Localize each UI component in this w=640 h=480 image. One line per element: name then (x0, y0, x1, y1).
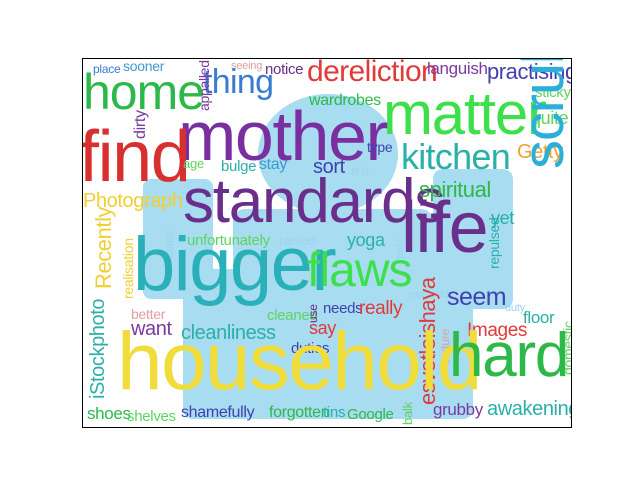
word-unfortunately: unfortunately (187, 232, 270, 249)
word-bigger: bigger (133, 222, 337, 307)
word-say: say (309, 318, 336, 338)
word-yoga: yoga (347, 230, 385, 250)
word-shoes: shoes (87, 404, 131, 423)
word-raised: raised (279, 232, 316, 248)
word-household: household (117, 316, 482, 407)
word-seeing: seeing (231, 60, 263, 72)
word-find: find (82, 117, 191, 197)
word-getty: Getty (517, 141, 563, 163)
word-flaws: flaws (307, 244, 413, 297)
word-duty: duty (505, 302, 525, 314)
word-forgotten: forgotten (269, 404, 330, 421)
word-notice: notice (265, 61, 304, 78)
word-better: better (131, 306, 166, 322)
word-cleanliness: cleanliness (181, 322, 276, 344)
word-cleaned: cleaned (267, 307, 318, 324)
word-thing: thing (203, 63, 274, 101)
word-really: really (359, 298, 403, 319)
word-sort: sort (313, 156, 345, 178)
word-matter: matter (383, 80, 547, 147)
word-needs: needs (323, 300, 363, 317)
word-images: Images (467, 320, 528, 341)
word-evolved: evolved (409, 287, 449, 301)
word-life: life (401, 188, 489, 268)
silhouette-shapes (143, 94, 513, 419)
word-standards: standards (183, 167, 445, 236)
word-mother: mother (178, 97, 389, 175)
word-home: home (83, 64, 205, 120)
word-type: type (367, 139, 393, 155)
word-google: Google (347, 406, 394, 423)
word-bulge: bulge (221, 158, 257, 175)
word-duties: duties (291, 340, 330, 357)
word-sticky: sticky (535, 84, 571, 101)
word-place: place (93, 62, 121, 76)
word-seem: seem (447, 283, 507, 311)
word-tins: tins (323, 404, 346, 421)
word-balk: balk (400, 402, 415, 425)
word-wardrobes: wardrobes (309, 92, 381, 109)
word-photograph: Photograph (83, 190, 183, 212)
word-istockphoto: iStockphoto (87, 298, 109, 399)
word-first: first (351, 164, 370, 178)
word-shelves: shelves (127, 408, 176, 425)
word-quite: quite (531, 108, 569, 128)
word-scrub: scrub (511, 58, 572, 169)
word-languish: languish (427, 59, 488, 78)
word-repulsed: repulsed (486, 217, 502, 269)
word-grubby: grubby (433, 400, 483, 419)
household-silhouette (143, 94, 513, 419)
word-shamefully: shamefully (181, 404, 255, 421)
word-stay: stay (259, 156, 288, 173)
word-want: want (131, 318, 172, 340)
word-recently: Recently (91, 206, 116, 289)
word-dereliction: dereliction (307, 58, 438, 88)
word-cloud-frame: place sooner seeing notice dereliction langui… (82, 58, 572, 428)
word-age: age (183, 156, 204, 171)
word-yet: yet (491, 208, 514, 228)
word-kitchen: kitchen (401, 136, 511, 177)
word-floor: floor (523, 308, 555, 327)
word-hard: hard (449, 321, 569, 390)
word-awakening: awakening (487, 398, 572, 420)
word-spiritual: spiritual (419, 177, 491, 202)
word-sooner: sooner (123, 58, 165, 74)
word-practising: practising (487, 59, 572, 84)
